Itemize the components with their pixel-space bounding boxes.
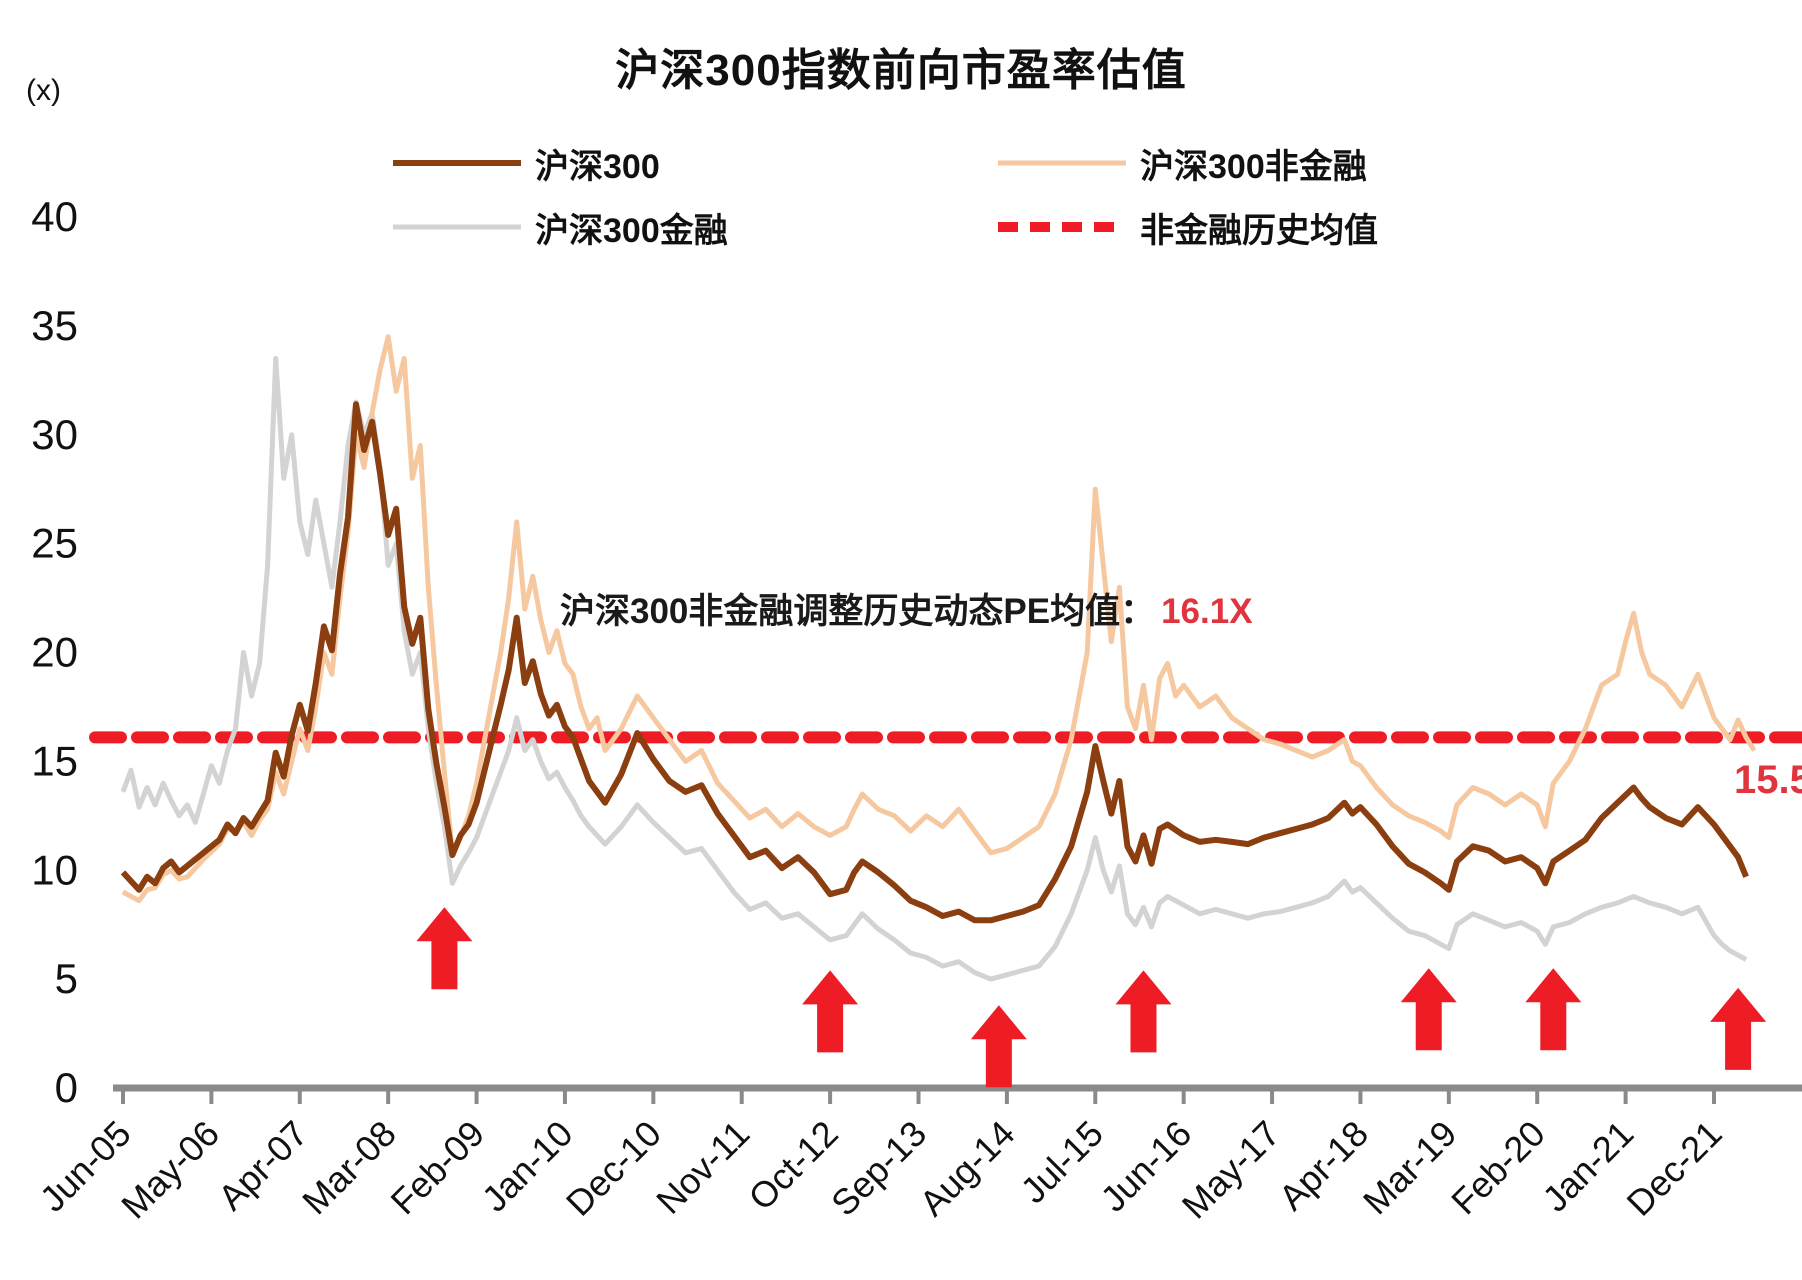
x-tick-label: Apr-07 [210, 1113, 315, 1218]
buy-signal-arrow-icon [1525, 968, 1582, 1051]
legend-item-csi300: 沪深300 [393, 145, 660, 186]
x-tick-label: Dec-21 [1619, 1113, 1730, 1224]
x-tick-label: Dec-10 [558, 1113, 669, 1224]
y-tick-label: 0 [55, 1064, 78, 1111]
series-line-csi300-nonfin [121, 334, 1757, 904]
y-tick-label: 15 [31, 737, 78, 784]
legend-label-csi300: 沪深300 [535, 147, 660, 186]
x-tick-label: Jan-10 [474, 1113, 581, 1220]
legend-label-csi300-nonfin: 沪深300非金融 [1140, 147, 1367, 186]
x-tick-label: Apr-18 [1271, 1113, 1376, 1218]
y-tick-label: 35 [31, 302, 78, 349]
x-tick-label: Aug-14 [911, 1113, 1022, 1224]
x-tick-label: Jan-21 [1534, 1113, 1641, 1220]
x-tick-label: Feb-20 [1443, 1113, 1553, 1223]
x-tick-label: Mar-08 [294, 1113, 404, 1223]
legend-item-csi300-fin: 沪深300金融 [393, 209, 728, 250]
legend-swatch-nonfin-mean [998, 222, 1126, 232]
mean-pe-annotation-value: 16.1X [1161, 592, 1253, 631]
legend-label-csi300-fin: 沪深300金融 [535, 211, 728, 250]
buy-signal-arrow-icon [802, 970, 859, 1053]
buy-signal-arrow-icon [1710, 987, 1767, 1070]
mean-pe-annotation-text: 沪深300非金融调整历史动态PE均值： [560, 592, 1156, 631]
buy-signal-arrow-icon [416, 907, 473, 990]
x-tick-label: May-06 [113, 1113, 227, 1227]
y-tick-label: 30 [31, 411, 78, 458]
x-tick-label: Nov-11 [648, 1113, 757, 1222]
y-tick-label: 5 [55, 955, 78, 1002]
buy-signal-arrow-icon [970, 1005, 1027, 1088]
y-tick-label: 40 [31, 193, 78, 240]
legend-item-csi300-nonfin: 沪深300非金融 [998, 145, 1367, 186]
x-tick-label: Mar-19 [1355, 1113, 1465, 1223]
y-tick-label: 10 [31, 846, 78, 893]
legend-swatch-csi300 [393, 160, 521, 166]
y-tick-label: 20 [31, 629, 78, 676]
x-tick-label: Feb-09 [383, 1113, 493, 1223]
mean-pe-annotation: 沪深300非金融调整历史动态PE均值： 16.1X [560, 583, 1253, 634]
chart-title: 沪深300指数前向市盈率估值 [615, 46, 1187, 95]
legend-label-nonfin-mean: 非金融历史均值 [1140, 211, 1378, 250]
latest-value-label: 15.5 [1734, 758, 1802, 802]
y-tick-label: 25 [31, 520, 78, 567]
series-line-csi300-fin [120, 356, 1748, 982]
x-tick-label: Sep-13 [823, 1113, 934, 1224]
x-tick-label: May-17 [1174, 1113, 1288, 1227]
legend-item-nonfin-mean: 非金融历史均值 [998, 209, 1378, 250]
y-axis-unit-label: (x) [26, 74, 61, 107]
legend-swatch-csi300-nonfin [998, 160, 1126, 166]
buy-signal-arrow-icon [1400, 968, 1457, 1051]
buy-signal-arrow-icon [1115, 970, 1172, 1053]
series-line-csi300 [120, 401, 1749, 924]
x-tick-label: Jul-15 [1013, 1113, 1111, 1211]
legend-swatch-csi300-fin [393, 224, 521, 230]
